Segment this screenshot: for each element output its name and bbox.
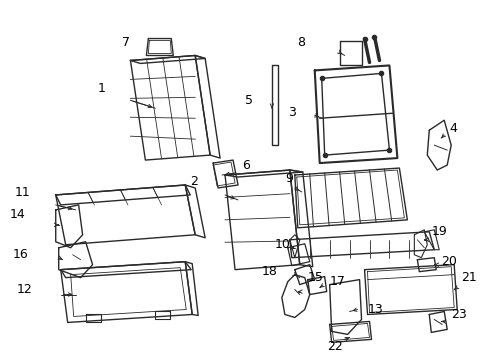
Text: 12: 12 — [17, 283, 33, 296]
Text: 13: 13 — [367, 303, 383, 316]
Text: 22: 22 — [326, 340, 342, 353]
Text: 11: 11 — [15, 186, 31, 199]
Text: 16: 16 — [13, 248, 29, 261]
Text: 19: 19 — [430, 225, 446, 238]
Text: 23: 23 — [450, 308, 466, 321]
Text: 8: 8 — [296, 36, 304, 49]
Text: 7: 7 — [122, 36, 130, 49]
Text: 6: 6 — [242, 158, 249, 172]
Text: 14: 14 — [10, 208, 26, 221]
Text: 20: 20 — [440, 255, 456, 268]
Text: 2: 2 — [190, 175, 198, 189]
Text: 1: 1 — [98, 82, 105, 95]
Text: 10: 10 — [274, 238, 290, 251]
Text: 4: 4 — [448, 122, 456, 135]
Text: 15: 15 — [307, 271, 323, 284]
Text: 3: 3 — [287, 106, 295, 119]
Text: 5: 5 — [244, 94, 252, 107]
Text: 17: 17 — [329, 275, 345, 288]
Text: 9: 9 — [285, 171, 292, 185]
Text: 18: 18 — [262, 265, 277, 278]
Text: 21: 21 — [460, 271, 476, 284]
